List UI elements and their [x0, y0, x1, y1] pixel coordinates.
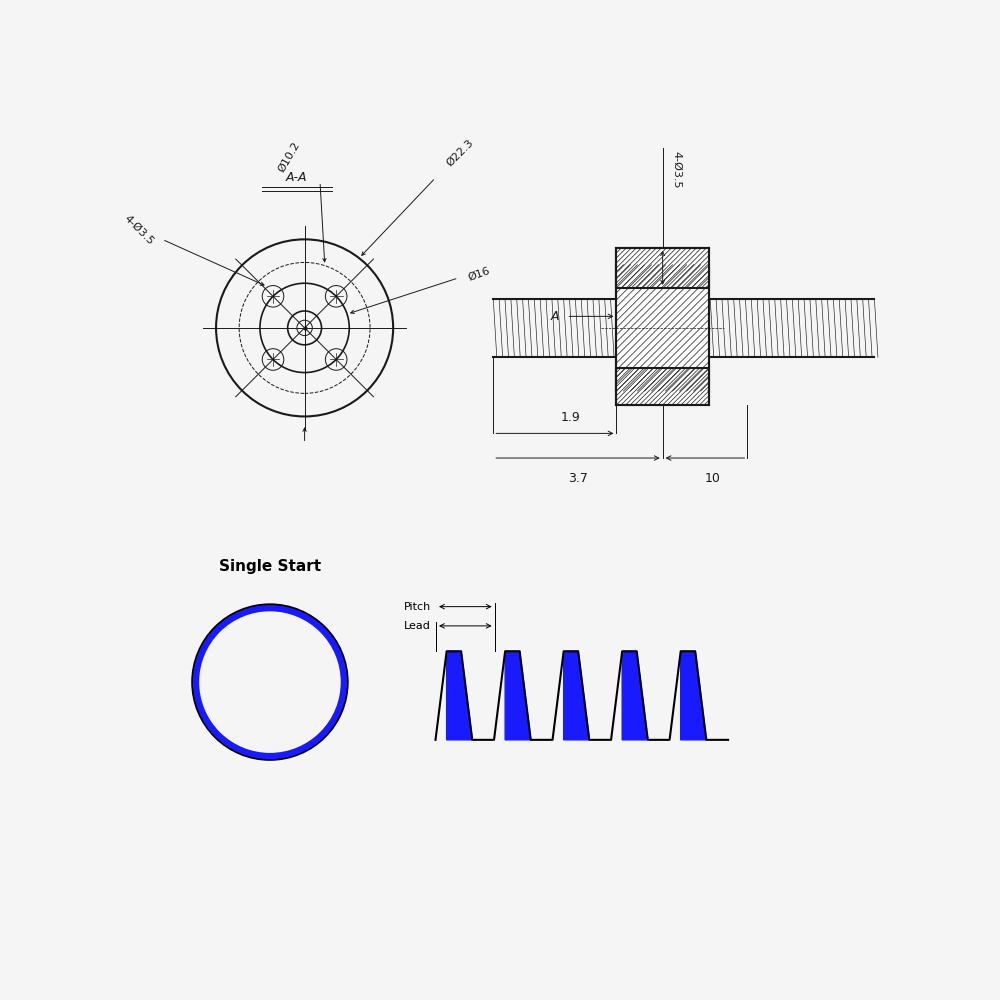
Text: Ø10.2: Ø10.2: [276, 140, 302, 174]
Text: 10: 10: [705, 472, 721, 485]
Text: 4-Ø3.5: 4-Ø3.5: [122, 213, 156, 247]
Text: A-A: A-A: [286, 171, 308, 184]
Polygon shape: [564, 651, 589, 740]
Text: Pitch: Pitch: [403, 602, 431, 612]
Bar: [616, 368, 709, 405]
Text: Single Start: Single Start: [219, 559, 321, 574]
Text: Lead: Lead: [404, 621, 431, 631]
Polygon shape: [681, 651, 706, 740]
Polygon shape: [447, 651, 472, 740]
Text: Ø16: Ø16: [466, 265, 491, 283]
Text: Ø22.3: Ø22.3: [445, 138, 476, 169]
Polygon shape: [505, 651, 531, 740]
Polygon shape: [622, 651, 648, 740]
Bar: [616, 248, 709, 288]
Text: 4-Ø3.5: 4-Ø3.5: [672, 151, 682, 189]
Text: A: A: [550, 310, 559, 323]
Text: 1.9: 1.9: [560, 411, 580, 424]
Text: 3.7: 3.7: [568, 472, 588, 485]
Bar: [616, 265, 709, 391]
